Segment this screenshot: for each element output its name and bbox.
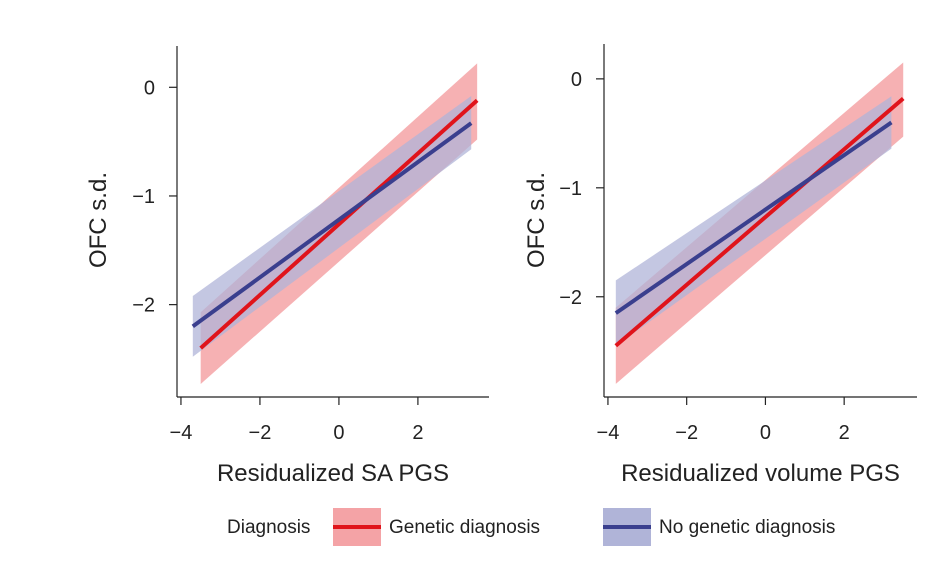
left-panel: −4 −2 0 2 0 −1 −2 Residualized SA PGS OFC s.d. <box>85 46 489 487</box>
legend-label-genetic: Genetic diagnosis <box>389 517 540 538</box>
right-x-tick-label: 0 <box>760 422 771 444</box>
left-fit-line-genetic <box>199 98 479 350</box>
right-fit-line-no-genetic <box>614 120 893 315</box>
left-x-tick-label: −2 <box>249 422 272 444</box>
legend: Diagnosis Genetic diagnosis No genetic d… <box>227 508 835 546</box>
right-ci-band-no-genetic <box>615 96 892 346</box>
left-y-axis-label: OFC s.d. <box>85 172 112 268</box>
right-fit-line-genetic <box>614 96 905 348</box>
right-panel: −4 −2 0 2 0 −1 −2 Residualized volume PGS OFC s.… <box>523 44 917 487</box>
left-x-axis-label: Residualized SA PGS <box>217 460 449 487</box>
right-y-tick-label: 0 <box>571 69 582 91</box>
right-y-tick-label: −1 <box>559 178 582 200</box>
right-y-tick-label: −2 <box>559 287 582 309</box>
left-x-tick-label: −4 <box>170 422 193 444</box>
left-x-tick-label: 0 <box>333 422 344 444</box>
right-x-tick-label: 2 <box>839 422 850 444</box>
legend-title: Diagnosis <box>227 517 310 538</box>
right-y-axis-label: OFC s.d. <box>523 172 550 268</box>
left-y-tick-label: −1 <box>132 186 155 208</box>
right-x-axis-label: Residualized volume PGS <box>621 460 900 487</box>
left-fit-line-no-genetic <box>191 121 473 328</box>
left-x-tick-label: 2 <box>412 422 423 444</box>
left-y-tick-label: 0 <box>144 77 155 99</box>
legend-label-no-genetic: No genetic diagnosis <box>659 517 835 538</box>
left-y-tick-label: −2 <box>132 295 155 317</box>
right-x-tick-label: −2 <box>675 422 698 444</box>
right-x-tick-label: −4 <box>597 422 620 444</box>
